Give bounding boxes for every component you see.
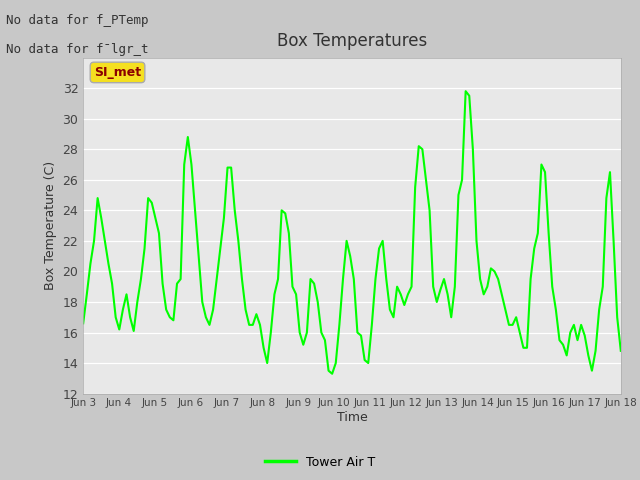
Text: No data for f_PTemp: No data for f_PTemp: [6, 14, 149, 27]
Legend: Tower Air T: Tower Air T: [260, 451, 380, 474]
Text: No data for f¯lgr_t: No data for f¯lgr_t: [6, 43, 149, 56]
Y-axis label: Box Temperature (C): Box Temperature (C): [44, 161, 57, 290]
X-axis label: Time: Time: [337, 411, 367, 424]
Title: Box Temperatures: Box Temperatures: [277, 33, 427, 50]
Text: SI_met: SI_met: [94, 66, 141, 79]
